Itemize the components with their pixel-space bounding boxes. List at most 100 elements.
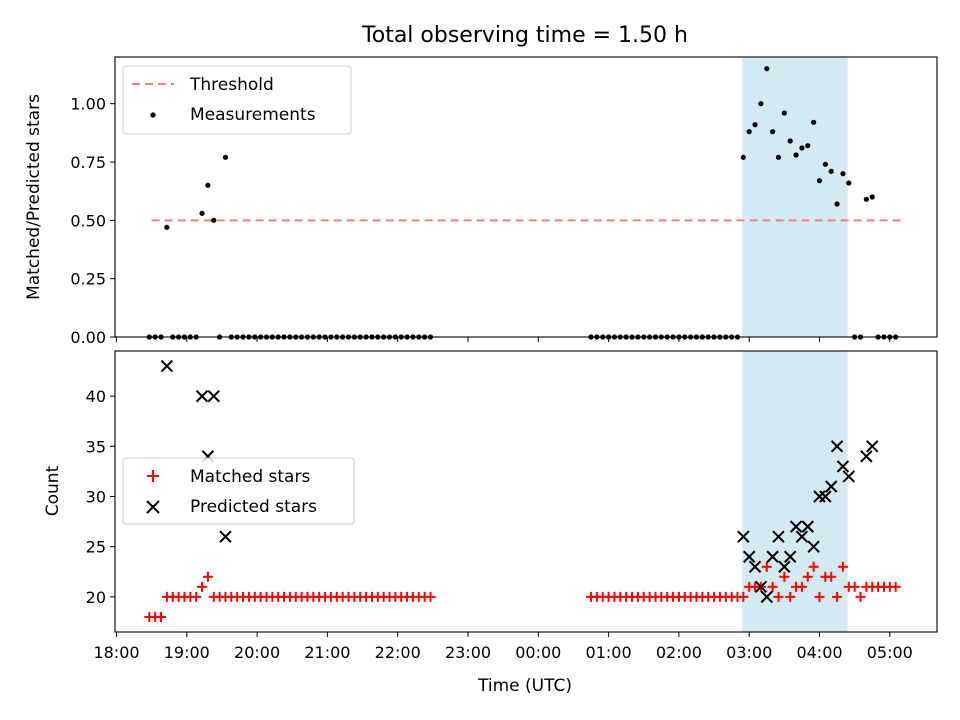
legend-matched-label: Matched stars bbox=[190, 467, 310, 487]
predicted-star-point bbox=[772, 530, 785, 543]
predicted-star-mark-b bbox=[737, 530, 750, 543]
predicted-star-mark-b bbox=[207, 389, 220, 403]
predicted-star-mark-b bbox=[830, 440, 844, 453]
predicted-star-point bbox=[842, 470, 855, 483]
predicted-star-point bbox=[737, 530, 750, 543]
bottom-plot-frame bbox=[114, 350, 938, 633]
bottom-y-ticks: 20 25 30 35 40 bbox=[86, 387, 115, 607]
measurement-point bbox=[222, 154, 229, 160]
predicted-star-point bbox=[754, 580, 768, 594]
predicted-star-mark-b bbox=[819, 490, 832, 503]
x-tick-label: 03:00 bbox=[726, 643, 772, 662]
matched-star-point bbox=[197, 581, 208, 592]
predicted-star-point bbox=[825, 480, 838, 493]
bottom-y-tick-label: 30 bbox=[86, 488, 106, 507]
bottom-y-axis-label: Count bbox=[43, 465, 63, 516]
predicted-star-mark-b bbox=[801, 520, 814, 533]
predicted-star-mark-b bbox=[789, 520, 803, 533]
predicted-star-point bbox=[813, 490, 826, 503]
measurement-point bbox=[211, 217, 217, 223]
x-tick-label: 23:00 bbox=[445, 643, 491, 662]
matched-star-point bbox=[814, 591, 825, 602]
predicted-star-point bbox=[742, 550, 756, 563]
measurement-point bbox=[770, 129, 776, 135]
x-tick-label: 02:00 bbox=[656, 643, 702, 662]
measurement-point bbox=[869, 194, 875, 200]
bottom-legend: Matched stars Predicted stars bbox=[122, 457, 355, 525]
measurement-point bbox=[822, 161, 828, 167]
top-y-ticks: 0.00 0.25 0.50 0.75 1.00 bbox=[70, 95, 115, 347]
legend-threshold-label: Threshold bbox=[189, 75, 274, 95]
predicted-star-point bbox=[807, 540, 820, 553]
legend-matched-swatch bbox=[147, 470, 159, 482]
measurement-point bbox=[205, 182, 211, 188]
measurement-point bbox=[787, 138, 793, 144]
matched-star-point bbox=[832, 591, 843, 602]
top-observing-window bbox=[742, 57, 848, 337]
measurement-point bbox=[764, 66, 770, 72]
legend-predicted-label: Predicted stars bbox=[190, 497, 317, 517]
legend-measurements-label: Measurements bbox=[190, 105, 316, 125]
predicted-star-mark-b bbox=[195, 389, 209, 403]
x-tick-label: 04:00 bbox=[796, 643, 842, 662]
predicted-star-mark-b bbox=[219, 530, 232, 543]
predicted-star-point bbox=[766, 550, 779, 563]
x-tick-label: 20:00 bbox=[234, 643, 280, 662]
x-tick-label: 21:00 bbox=[304, 643, 350, 662]
predicted-star-mark-b bbox=[778, 560, 791, 573]
predicted-star-point bbox=[219, 530, 232, 543]
predicted-star-mark-b bbox=[760, 590, 773, 604]
top-y-tick-label: 0.25 bbox=[70, 270, 106, 289]
matched-star-point bbox=[785, 591, 796, 602]
measurement-point bbox=[805, 143, 811, 149]
predicted-star-mark-b bbox=[160, 359, 174, 373]
measurement-point bbox=[834, 201, 840, 207]
predicted-star-mark-b bbox=[836, 460, 850, 473]
predicted-star-point bbox=[830, 440, 844, 453]
matched-star-point bbox=[802, 571, 813, 582]
measurement-point bbox=[799, 145, 805, 151]
top-y-tick-label: 0.00 bbox=[70, 328, 106, 347]
predicted-star-mark-b bbox=[795, 530, 809, 543]
predicted-stars-points bbox=[160, 359, 879, 604]
x-tick-label: 01:00 bbox=[586, 643, 632, 662]
predicted-star-mark-b bbox=[825, 480, 838, 493]
matched-star-point bbox=[156, 611, 167, 622]
matched-star-point bbox=[779, 571, 790, 582]
x-tick-label: 00:00 bbox=[515, 643, 561, 662]
predicted-star-mark-b bbox=[766, 550, 779, 563]
predicted-star-mark-b bbox=[813, 490, 826, 503]
x-tick-label: 19:00 bbox=[164, 643, 210, 662]
predicted-star-mark-b bbox=[754, 580, 768, 594]
predicted-star-point bbox=[784, 550, 797, 563]
predicted-star-point bbox=[778, 560, 791, 573]
measurement-point bbox=[811, 119, 817, 125]
x-tick-label: 22:00 bbox=[375, 643, 421, 662]
predicted-star-mark-b bbox=[866, 440, 879, 453]
measurement-points bbox=[146, 66, 899, 340]
matched-star-point bbox=[761, 561, 772, 572]
matched-star-point bbox=[808, 561, 819, 572]
predicted-star-mark-b bbox=[860, 450, 873, 463]
top-legend-box bbox=[122, 65, 352, 135]
bottom-legend-box bbox=[122, 457, 355, 525]
predicted-star-point bbox=[836, 460, 850, 473]
bottom-y-tick-label: 20 bbox=[86, 588, 106, 607]
predicted-star-mark-b bbox=[784, 550, 797, 563]
top-y-axis-label: Matched/Predicted stars bbox=[24, 94, 44, 300]
predicted-star-point bbox=[207, 389, 220, 403]
bottom-panel: 18:00 19:00 20:00 21:00 22:00 23:00 00:00 01:00… bbox=[43, 350, 938, 696]
predicted-star-point bbox=[860, 450, 873, 463]
measurement-point bbox=[846, 180, 852, 186]
top-y-tick-label: 0.75 bbox=[70, 153, 106, 172]
predicted-star-point bbox=[195, 389, 209, 403]
matched-star-point bbox=[202, 571, 213, 582]
x-tick-label: 05:00 bbox=[867, 643, 913, 662]
legend-measurements-swatch bbox=[150, 112, 156, 118]
measurement-point bbox=[840, 171, 846, 177]
measurement-point bbox=[793, 152, 799, 158]
matched-star-point bbox=[796, 581, 807, 592]
predicted-star-point bbox=[760, 590, 773, 604]
matched-star-point bbox=[849, 581, 860, 592]
